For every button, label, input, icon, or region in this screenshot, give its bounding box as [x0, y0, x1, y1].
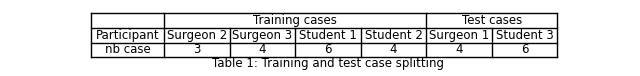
Text: Student 2: Student 2 — [365, 29, 422, 42]
Text: Participant: Participant — [96, 29, 159, 42]
Text: 4: 4 — [455, 43, 463, 56]
Text: Surgeon 3: Surgeon 3 — [232, 29, 292, 42]
Text: Surgeon 2: Surgeon 2 — [167, 29, 227, 42]
Text: nb case: nb case — [105, 43, 150, 56]
Text: 6: 6 — [324, 43, 332, 56]
Text: 3: 3 — [193, 43, 201, 56]
Text: Student 3: Student 3 — [495, 29, 554, 42]
Text: Training cases: Training cases — [253, 14, 337, 27]
Text: 6: 6 — [521, 43, 528, 56]
Text: Test cases: Test cases — [461, 14, 522, 27]
Text: Table 1: Training and test case splitting: Table 1: Training and test case splittin… — [212, 57, 444, 70]
Text: Student 1: Student 1 — [299, 29, 357, 42]
Text: Surgeon 1: Surgeon 1 — [429, 29, 489, 42]
Text: 4: 4 — [390, 43, 397, 56]
Text: 4: 4 — [259, 43, 266, 56]
